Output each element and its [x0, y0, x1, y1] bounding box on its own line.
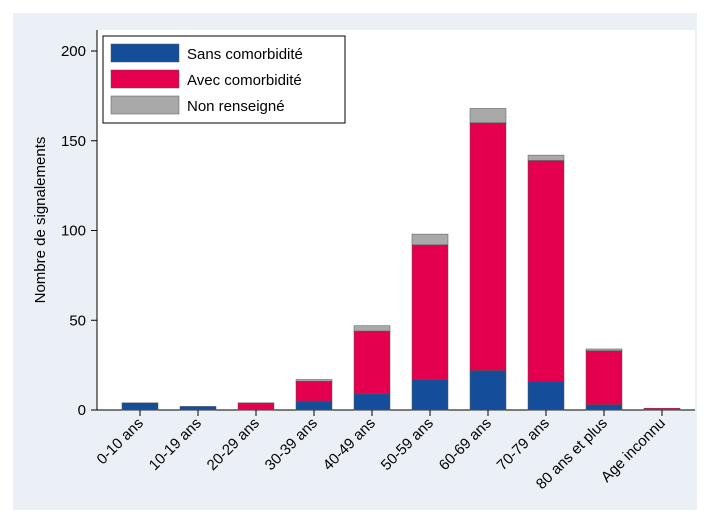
bar-segment: [411, 244, 449, 380]
bar-segment: [527, 154, 565, 161]
bar-segment: [121, 402, 159, 411]
legend-swatch: [110, 43, 180, 63]
legend-label: Sans comorbidité: [187, 46, 303, 63]
bar-segment: [585, 348, 623, 352]
bar-segment: [353, 393, 391, 411]
bar-segment: [585, 350, 623, 405]
bar-segment: [469, 370, 507, 411]
bar-segment: [469, 122, 507, 371]
legend-label: Avec comorbidité: [187, 72, 302, 89]
bar-segment: [353, 330, 391, 395]
y-tick-label: 0: [78, 402, 86, 419]
bar-segment: [585, 404, 623, 411]
legend-swatch: [110, 69, 180, 89]
y-tick-label: 200: [61, 43, 86, 60]
bar-segment: [643, 407, 681, 411]
bar-segment: [295, 381, 333, 402]
bar-segment: [527, 160, 565, 382]
y-tick-label: 50: [69, 312, 86, 329]
bar-segment: [295, 400, 333, 411]
bar-segment: [237, 402, 275, 411]
y-axis-title: Nombre de signalements: [32, 137, 49, 304]
bar-segment: [411, 379, 449, 411]
bar-segment: [353, 325, 391, 332]
legend-label: Non renseigné: [187, 98, 285, 115]
y-tick-label: 150: [61, 133, 86, 150]
bar-segment: [295, 379, 333, 382]
bar-segment: [469, 108, 507, 124]
bar-segment: [179, 406, 217, 411]
bar-segment: [411, 233, 449, 246]
y-tick-label: 100: [61, 223, 86, 240]
bar-segment: [527, 381, 565, 411]
legend-swatch: [110, 95, 180, 115]
